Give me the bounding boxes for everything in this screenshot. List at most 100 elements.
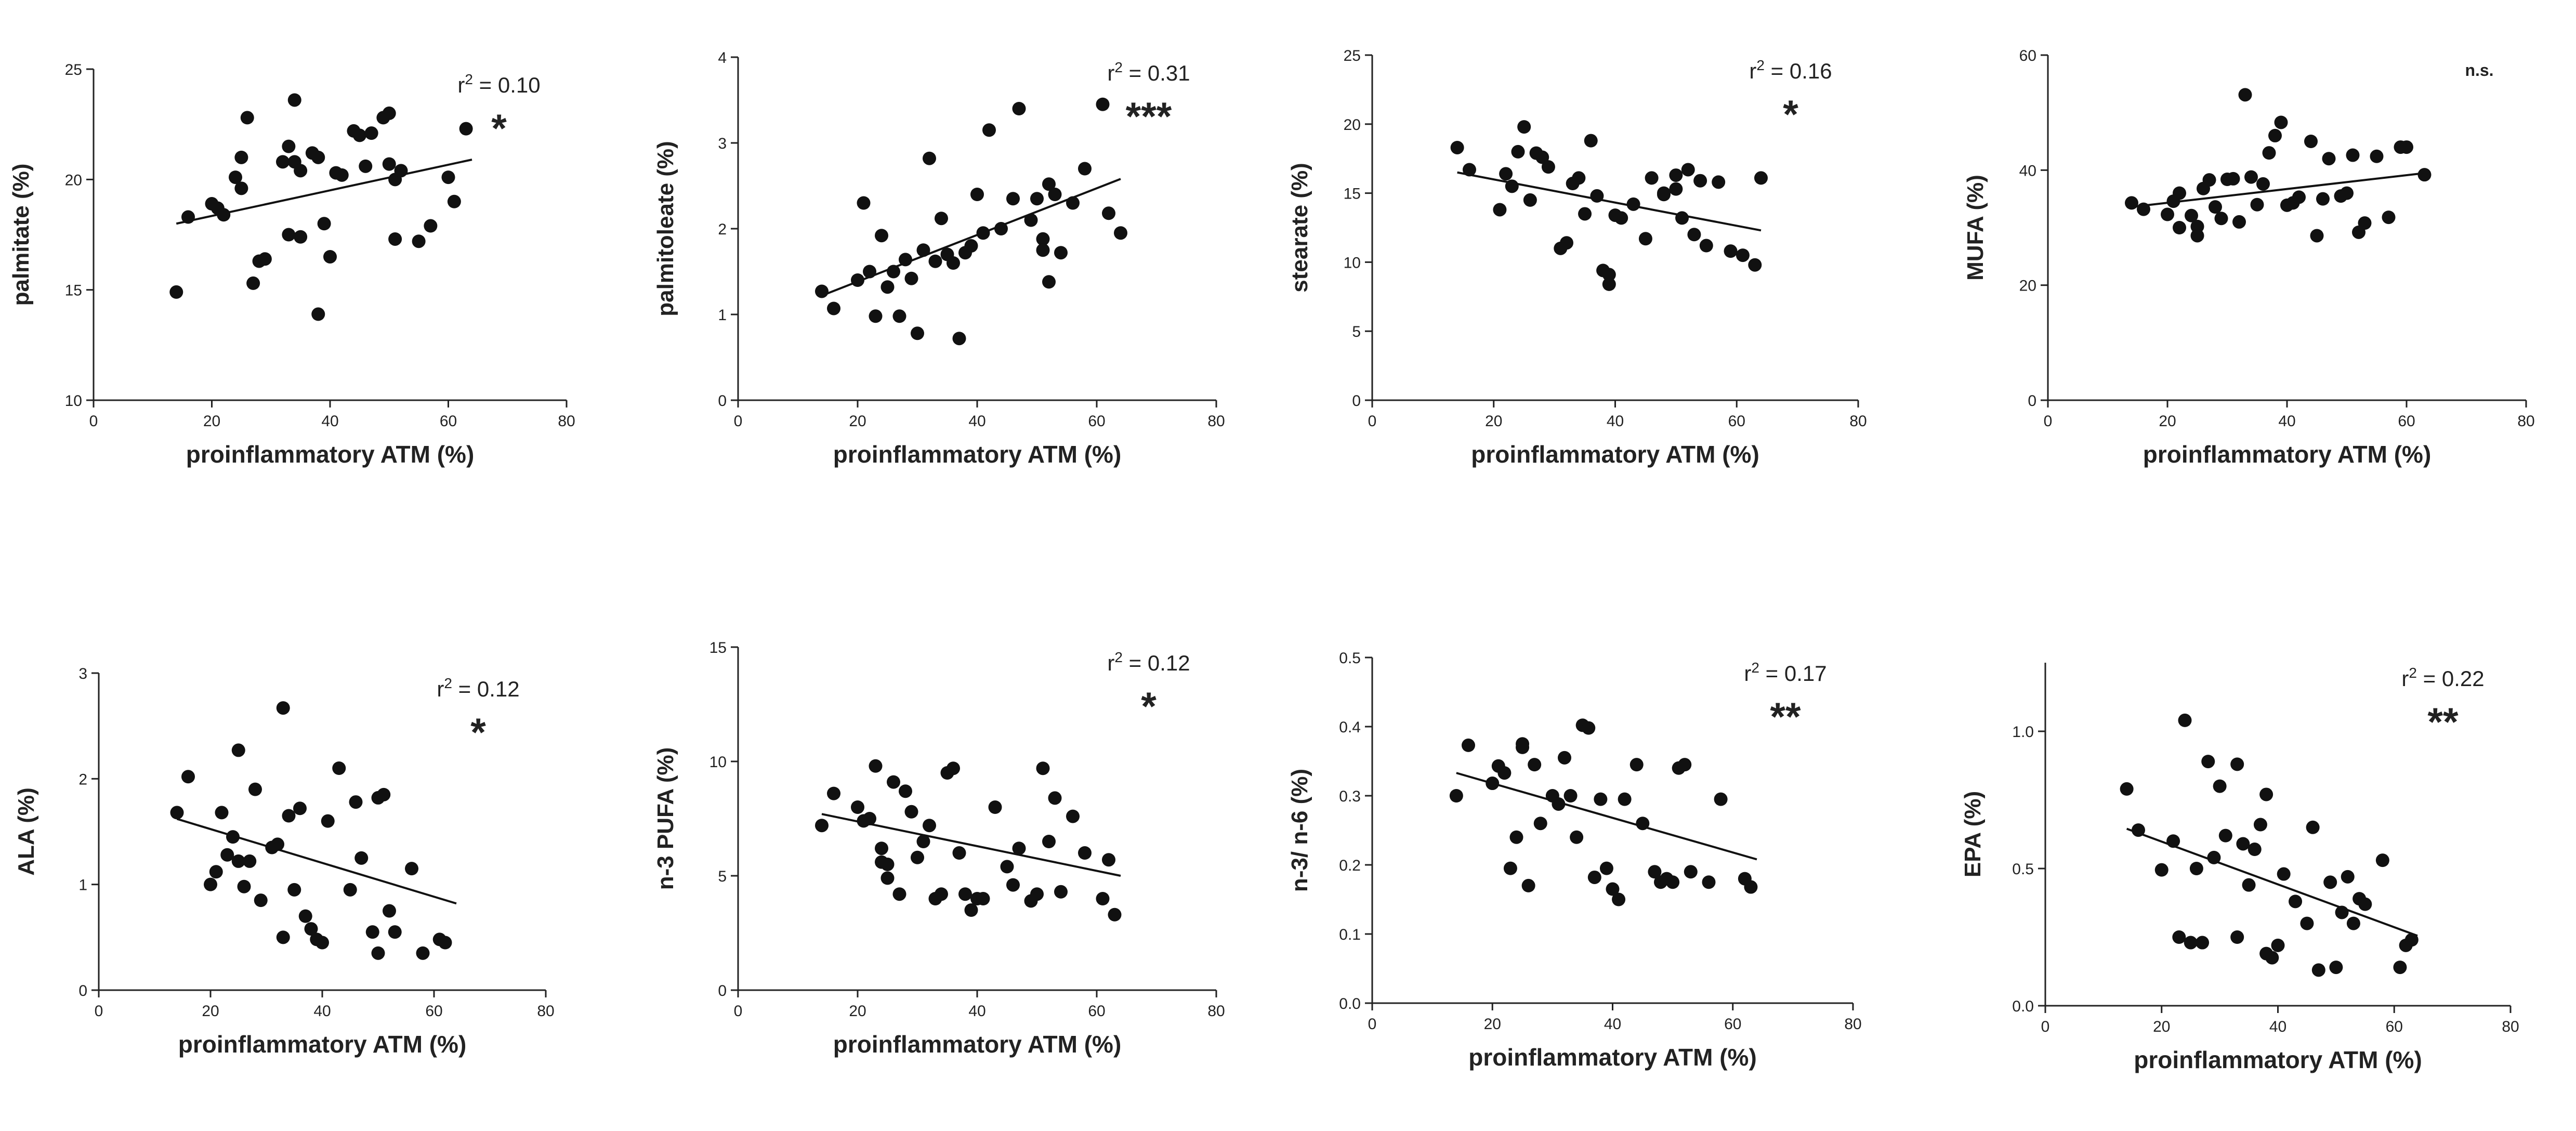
- y-tick-label: 5: [718, 868, 727, 885]
- data-point: [2262, 146, 2276, 160]
- data-point: [2253, 818, 2267, 832]
- y-axis-label: EPA (%): [1960, 791, 1986, 877]
- data-point: [2375, 853, 2389, 867]
- data-point: [2161, 207, 2174, 221]
- data-point: [234, 181, 248, 195]
- x-tick-label: 20: [2153, 1018, 2170, 1035]
- y-tick-label: 1: [78, 877, 87, 894]
- data-point: [1587, 870, 1601, 884]
- x-tick-label: 0: [734, 1003, 743, 1020]
- data-point: [1036, 761, 1050, 775]
- data-point: [1505, 179, 1519, 193]
- y-tick-label: 0.3: [1339, 788, 1361, 805]
- data-point: [2209, 200, 2222, 214]
- data-point: [2132, 823, 2145, 837]
- data-point: [869, 759, 883, 773]
- y-tick-label: 60: [2019, 47, 2036, 64]
- data-point: [316, 936, 329, 950]
- data-point: [2189, 862, 2203, 875]
- data-point: [1066, 196, 1080, 210]
- y-tick-label: 10: [1344, 254, 1361, 271]
- regression-line: [1456, 772, 1757, 861]
- data-point: [2242, 878, 2256, 892]
- x-tick-label: 60: [1088, 413, 1105, 430]
- data-point: [276, 701, 290, 715]
- data-point: [2125, 196, 2138, 210]
- x-tick-label: 60: [1728, 413, 1745, 430]
- data-point: [1541, 160, 1555, 174]
- data-point: [169, 285, 183, 299]
- data-point: [438, 936, 452, 950]
- data-point: [2214, 212, 2228, 226]
- regression-line: [2131, 171, 2431, 208]
- data-point: [1636, 817, 1650, 831]
- data-point: [2277, 867, 2291, 881]
- data-point: [359, 159, 373, 173]
- data-point: [383, 904, 396, 918]
- significance-label: *: [1141, 685, 1156, 729]
- x-tick-label: 60: [1724, 1016, 1741, 1033]
- data-point: [1450, 140, 1464, 154]
- data-point: [2340, 186, 2354, 200]
- data-point: [970, 188, 984, 201]
- data-point: [964, 239, 978, 253]
- data-point: [2226, 172, 2240, 186]
- chart-panel-ala: 0 20 40 60 80 0 1 2 3 proinflammatory ATM (%) ALA …: [14, 665, 555, 1058]
- data-point: [332, 761, 346, 775]
- x-tick-label: 40: [968, 1003, 985, 1020]
- r-squared-label: r2 = 0.10: [457, 71, 540, 97]
- data-point: [282, 139, 296, 153]
- data-point: [904, 805, 918, 819]
- data-point: [958, 887, 972, 901]
- data-point: [2185, 208, 2198, 222]
- data-point: [2202, 173, 2216, 187]
- data-point: [1736, 248, 1750, 262]
- data-point: [2201, 755, 2215, 769]
- data-point: [2335, 905, 2349, 919]
- data-point: [2417, 168, 2432, 182]
- data-point: [928, 254, 942, 268]
- data-point: [1516, 740, 1530, 754]
- data-point: [459, 122, 473, 136]
- data-point: [352, 128, 366, 142]
- x-tick-label: 80: [2517, 413, 2534, 430]
- data-point: [887, 265, 900, 279]
- data-point: [2230, 930, 2244, 944]
- data-point: [2166, 834, 2180, 848]
- r-squared-label: r2 = 0.22: [2401, 665, 2484, 691]
- significance-label: *: [491, 107, 507, 151]
- data-point: [1042, 177, 1056, 191]
- data-point: [952, 846, 966, 860]
- data-point: [1594, 792, 1608, 806]
- data-point: [1687, 228, 1701, 242]
- data-point: [1533, 817, 1547, 831]
- data-point: [2292, 190, 2306, 204]
- data-point: [887, 775, 900, 789]
- data-point: [294, 230, 308, 244]
- x-axis-label: proinflammatory ATM (%): [186, 441, 475, 468]
- data-point: [911, 850, 924, 864]
- y-tick-label: 0: [2028, 392, 2036, 410]
- x-tick-label: 80: [1207, 1003, 1225, 1020]
- data-point: [2329, 961, 2343, 975]
- data-point: [2289, 895, 2303, 909]
- data-point: [234, 150, 248, 164]
- x-tick-label: 40: [2278, 413, 2295, 430]
- y-tick-label: 10: [65, 392, 82, 410]
- data-point: [1102, 206, 1115, 220]
- r-squared-label: r2 = 0.17: [1744, 660, 1826, 686]
- y-tick-label: 10: [709, 754, 727, 771]
- data-point: [2172, 930, 2186, 944]
- data-point: [1748, 258, 1762, 272]
- x-tick-label: 80: [1844, 1016, 1861, 1033]
- data-point: [2236, 837, 2250, 851]
- data-point: [170, 806, 184, 820]
- x-tick-label: 0: [734, 413, 743, 430]
- data-point: [246, 276, 260, 290]
- data-point: [1590, 189, 1604, 203]
- data-point: [976, 226, 990, 240]
- data-point: [2382, 211, 2396, 225]
- data-point: [215, 806, 229, 820]
- data-point: [1108, 908, 1122, 922]
